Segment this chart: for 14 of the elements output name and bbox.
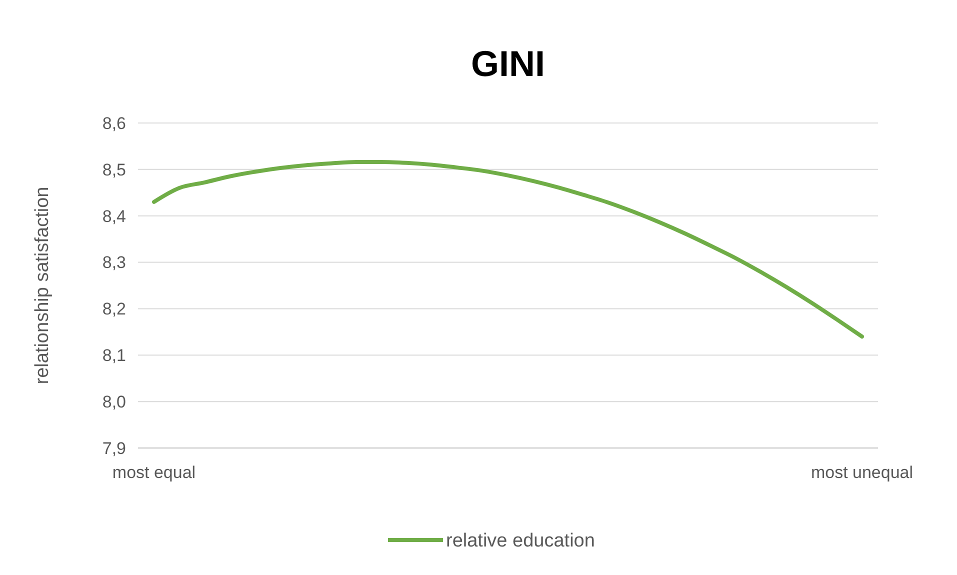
y-tick-label: 8,1 (102, 346, 126, 366)
y-tick-label: 8,3 (102, 253, 126, 272)
y-tick-label: 8,2 (102, 300, 126, 319)
y-tick-label: 8,6 (102, 114, 126, 133)
y-axis-title: relationship satisfaction (32, 186, 53, 384)
y-tick-label: 8,5 (102, 160, 126, 180)
chart-title: GINI (470, 43, 546, 84)
y-tick-label: 7,9 (102, 438, 126, 458)
y-tick-label: 8,4 (102, 206, 126, 226)
y-tick-label: 8,0 (102, 392, 126, 412)
x-tick-label: most equal (112, 463, 196, 482)
legend-label: relative education (446, 530, 595, 552)
line-series (152, 160, 864, 339)
x-tick-label: most unequal (810, 463, 914, 482)
